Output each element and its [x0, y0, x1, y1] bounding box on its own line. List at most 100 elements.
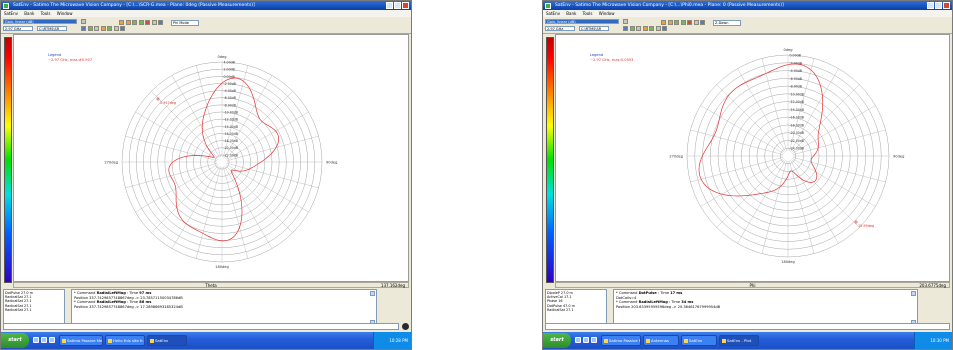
status-axis-label: Phi	[749, 283, 756, 288]
list-item[interactable]: RadicalSat 27.1	[5, 295, 32, 300]
title-bar[interactable]: SatEnv - Satimo The Microwave Vision Com…	[1, 1, 411, 10]
menu-tools[interactable]: Tools	[582, 11, 593, 16]
task-item[interactable]: SatEnv	[147, 335, 187, 346]
task-item[interactable]: SatEnv	[681, 335, 717, 346]
radiation-pattern-trace[interactable]	[698, 63, 824, 197]
rotate-right-icon[interactable]	[125, 20, 131, 25]
ring-label: -4.00dB	[224, 89, 236, 93]
polar-plot[interactable]: Legend ~2.97 GHz, max:#0.907 4.00dB 2.00d…	[13, 34, 409, 282]
frequency-combo[interactable]: 2.97 GHz	[3, 26, 33, 31]
zoom-in-icon[interactable]	[674, 20, 679, 25]
view-mode-dropdown[interactable]: Z-Down	[713, 20, 741, 26]
quantity-combo[interactable]: Gain, linear (dB)	[545, 19, 619, 24]
polar-icon[interactable]	[100, 26, 106, 31]
list-item[interactable]: DipoleP 27.0 m	[547, 291, 573, 295]
run-knob-icon[interactable]	[402, 323, 409, 330]
polar-plot[interactable]: Legend ~2.97 GHz, max:0.0593 0.00dB -2.00…	[555, 34, 950, 282]
minimize-button[interactable]	[927, 2, 934, 9]
print-icon[interactable]	[158, 20, 163, 25]
log-scroll-up-icon[interactable]	[370, 291, 375, 296]
list-item[interactable]: ActiveCal 17.1	[547, 295, 572, 300]
list-item[interactable]: RadicalSat 27.1	[5, 299, 32, 304]
quicklaunch-media-icon[interactable]	[591, 337, 597, 343]
log-panel[interactable]: * Command DotPulse : Time 17 ms DotCalls…	[613, 289, 918, 327]
path-combo[interactable]: C:\RTMS\SR	[37, 26, 67, 31]
print-icon[interactable]	[700, 20, 705, 25]
reset-view-icon[interactable]	[145, 20, 150, 25]
list-item[interactable]: RadicalSat 27.1	[5, 303, 32, 308]
export-icon[interactable]	[113, 26, 119, 31]
task-item[interactable]: Satimo Passive Meas...	[59, 335, 103, 346]
command-input[interactable]	[545, 323, 950, 330]
maximize-button[interactable]	[935, 2, 942, 9]
open-file-icon[interactable]	[623, 19, 628, 24]
system-tray-clock[interactable]: 10:30 PM	[914, 332, 952, 349]
quicklaunch-ie-icon[interactable]	[575, 337, 581, 343]
start-button[interactable]: start	[1, 333, 29, 348]
quicklaunch-desktop-icon[interactable]	[41, 337, 47, 343]
menu-window[interactable]: Window	[598, 11, 615, 16]
list-item[interactable]: DotPulse 47.0 m	[547, 303, 575, 308]
menu-satenv[interactable]: SatEnv	[546, 11, 560, 16]
rotate-right-icon[interactable]	[667, 20, 673, 25]
polar-icon[interactable]	[642, 26, 648, 31]
start-button[interactable]: start	[543, 333, 571, 348]
plot-2d-icon[interactable]	[623, 26, 628, 31]
cut-icon[interactable]	[649, 26, 654, 31]
rotate-left-icon[interactable]	[119, 20, 124, 25]
export-icon[interactable]	[655, 26, 661, 31]
zoom-out-icon[interactable]	[138, 20, 144, 25]
menu-bank[interactable]: Bank	[566, 11, 577, 16]
plot-3d-icon[interactable]	[87, 26, 93, 31]
rotate-left-icon[interactable]	[661, 20, 666, 25]
ring-label: -6.00dB	[224, 96, 236, 100]
zoom-in-icon[interactable]	[132, 20, 137, 25]
grid-icon[interactable]	[94, 26, 99, 31]
list-item[interactable]: RadicalSat 27.1	[5, 307, 32, 312]
title-bar[interactable]: SatEnv - Satimo The Microwave Vision Com…	[543, 1, 952, 10]
copy-icon[interactable]	[151, 20, 157, 25]
frequency-combo[interactable]: 2.97 GHz	[545, 26, 575, 31]
log-panel[interactable]: * Command RadialLeftMag : Time 97 ms Pos…	[71, 289, 377, 327]
list-item[interactable]: RadicalSat 27.1	[547, 307, 574, 312]
command-list[interactable]: DipoleP 27.0 m ActiveCal 17.1 Phase 16 D…	[545, 289, 607, 327]
task-item[interactable]: SatEnv - Plot	[719, 335, 759, 346]
quantity-combo[interactable]: Gain, linear (dB)	[3, 19, 77, 24]
menu-window[interactable]: Window	[56, 11, 73, 16]
maximize-button[interactable]	[394, 2, 401, 9]
cut-icon[interactable]	[107, 26, 112, 31]
task-item[interactable]: Antennas	[643, 335, 679, 346]
reset-view-icon[interactable]	[687, 20, 692, 25]
list-item[interactable]: DotPulse 27.0 m	[5, 291, 33, 295]
satenv-window-left: SatEnv - Satimo The Microwave Vision Com…	[0, 0, 412, 350]
open-file-icon[interactable]	[81, 19, 86, 24]
zoom-out-icon[interactable]	[680, 20, 686, 25]
task-item[interactable]: Satimo Passive Meas...	[601, 335, 641, 346]
task-item[interactable]: Hello this site fr...	[105, 335, 145, 346]
command-list[interactable]: DotPulse 27.0 m RadicalSat 27.1 RadicalS…	[3, 289, 65, 327]
plot-2d-icon[interactable]	[81, 26, 86, 31]
grid-spoke	[225, 165, 293, 233]
menu-bank[interactable]: Bank	[24, 11, 35, 16]
plot-3d-icon[interactable]	[629, 26, 635, 31]
ring-label: -6.00dB	[790, 77, 802, 81]
close-button[interactable]	[943, 2, 950, 9]
grid-icon[interactable]	[636, 26, 641, 31]
log-scroll-up-icon[interactable]	[911, 291, 916, 296]
radiation-pattern-trace[interactable]	[168, 77, 280, 242]
command-input[interactable]	[3, 323, 399, 330]
menu-tools[interactable]: Tools	[40, 11, 51, 16]
quicklaunch-desktop-icon[interactable]	[583, 337, 589, 343]
list-item[interactable]: Phase 16	[547, 299, 563, 304]
close-button[interactable]	[402, 2, 409, 9]
copy-icon[interactable]	[693, 20, 699, 25]
view-mode-dropdown[interactable]: Phi Mode	[171, 20, 199, 26]
chart-icon[interactable]	[120, 26, 125, 31]
minimize-button[interactable]	[386, 2, 393, 9]
quicklaunch-ie-icon[interactable]	[33, 337, 39, 343]
system-tray-clock[interactable]: 10:28 PM	[373, 332, 411, 349]
menu-satenv[interactable]: SatEnv	[4, 11, 18, 16]
quicklaunch-media-icon[interactable]	[49, 337, 55, 343]
path-combo[interactable]: C:\RTMS\SR	[579, 26, 609, 31]
chart-icon[interactable]	[662, 26, 667, 31]
